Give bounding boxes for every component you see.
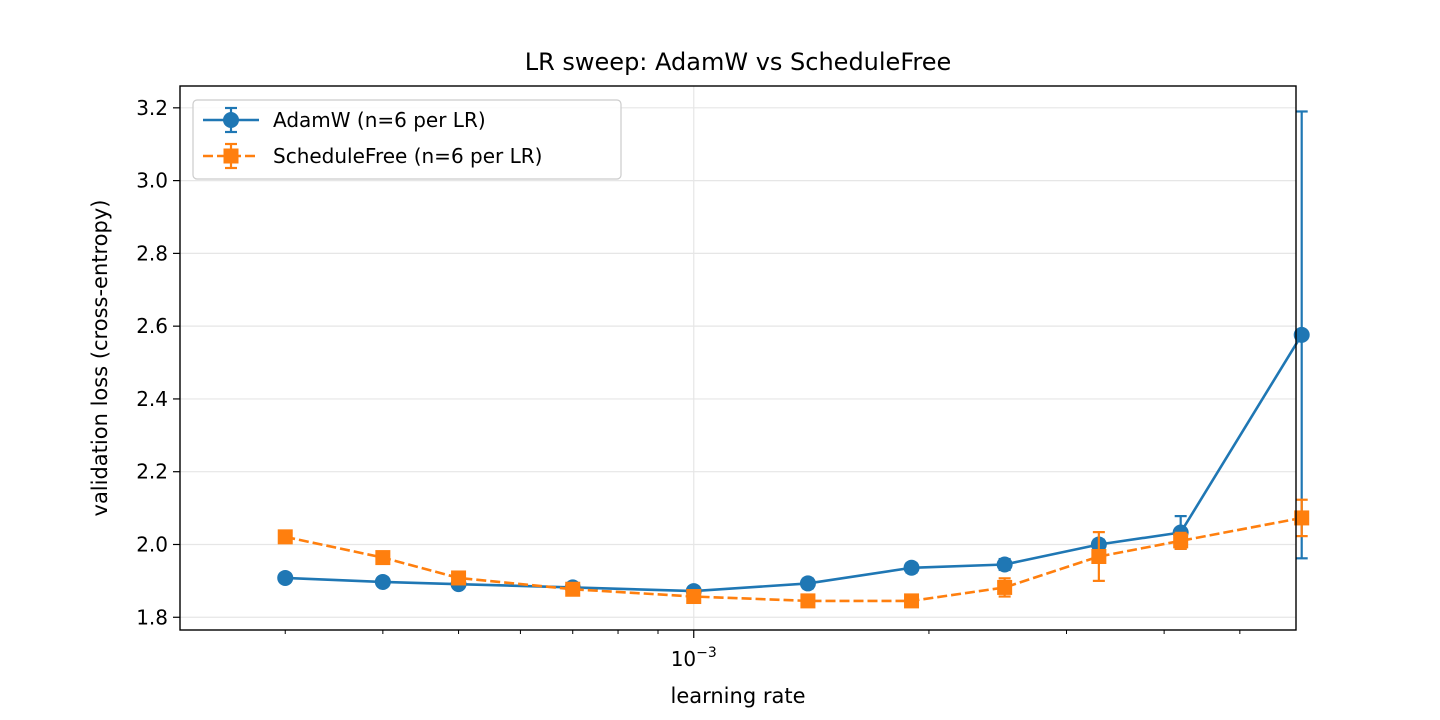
series-schedulefree	[277, 498, 1310, 609]
data-point	[277, 529, 293, 545]
data-point	[904, 593, 920, 609]
chart-title: LR sweep: AdamW vs ScheduleFree	[525, 48, 952, 76]
y-tick-label: 2.0	[136, 532, 168, 556]
data-point	[800, 593, 816, 609]
y-axis-label: validation loss (cross-entropy)	[88, 200, 112, 517]
legend-box	[192, 99, 622, 180]
y-tick-label: 2.6	[136, 314, 168, 338]
x-axis-label: learning rate	[670, 684, 805, 708]
plot-series	[277, 110, 1310, 609]
legend-entry: AdamW (n=6 per LR)	[203, 106, 486, 134]
legend-label: AdamW (n=6 per LR)	[273, 108, 486, 132]
data-point	[1173, 533, 1189, 549]
legend: AdamW (n=6 per LR) ScheduleFree (n=6 per …	[192, 99, 622, 180]
y-tick-label: 3.0	[136, 169, 168, 193]
legend-marker	[223, 112, 239, 128]
data-point	[1293, 326, 1310, 343]
data-point	[375, 550, 391, 566]
data-point	[997, 579, 1013, 595]
y-tick-label: 1.8	[136, 605, 168, 629]
data-point	[996, 556, 1013, 573]
y-tick-label: 2.4	[136, 387, 168, 411]
data-point	[565, 581, 581, 597]
y-tick-label: 3.2	[136, 96, 168, 120]
data-point	[1091, 548, 1107, 564]
y-tick-label: 2.8	[136, 241, 168, 265]
x-tick-label-base: 10	[671, 647, 696, 671]
data-point	[903, 559, 920, 576]
legend-entry: ScheduleFree (n=6 per LR)	[203, 142, 542, 170]
data-point	[799, 575, 816, 592]
x-tick-label-exponent: −3	[696, 645, 717, 661]
data-point	[277, 569, 294, 586]
y-tick-label: 2.2	[136, 460, 168, 484]
legend-marker	[223, 148, 239, 164]
axes: 1.8 2.0 2.2 2.4 2.6 2.8 3.0 3.2 10−3	[136, 85, 1297, 671]
data-point	[1294, 510, 1310, 526]
legend-label: ScheduleFree (n=6 per LR)	[273, 144, 542, 168]
data-point	[686, 589, 702, 605]
plot-frame	[179, 85, 1297, 631]
data-point	[374, 573, 391, 590]
x-tick-label: 10−3	[671, 645, 717, 671]
data-point	[451, 570, 467, 586]
